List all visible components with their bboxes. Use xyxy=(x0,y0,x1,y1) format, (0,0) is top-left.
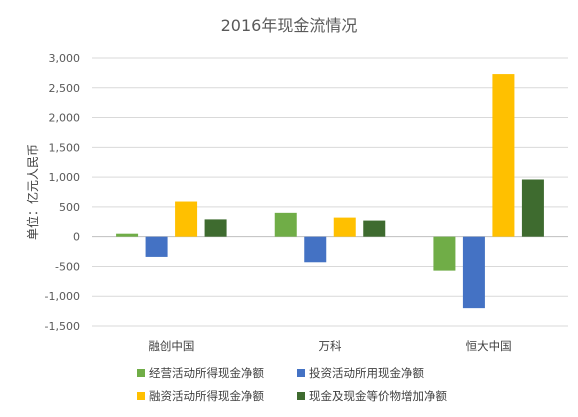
bar xyxy=(492,74,515,237)
y-tick-label: 2,500 xyxy=(49,82,81,95)
y-tick-label: -1,000 xyxy=(45,290,80,303)
gridlines xyxy=(92,57,568,327)
bar xyxy=(433,236,456,271)
legend-swatch xyxy=(297,392,305,400)
bar xyxy=(274,212,297,237)
y-tick-label: 3,000 xyxy=(49,52,81,65)
bar xyxy=(304,236,327,263)
legend-swatch xyxy=(137,369,145,377)
legend-swatch xyxy=(137,392,145,400)
x-category-label: 恒大中国 xyxy=(466,339,512,353)
bar xyxy=(145,236,168,257)
y-tick-label: 1,000 xyxy=(49,171,81,184)
x-axis-categories: 融创中国 万科 恒大中国 xyxy=(148,339,511,353)
y-tick-label: 500 xyxy=(59,201,80,214)
x-category-label: 万科 xyxy=(319,339,342,353)
bar xyxy=(363,220,386,237)
legend-label: 融资活动所得现金净额 xyxy=(149,389,264,403)
legend-label: 现金及现金等价物增加净额 xyxy=(309,389,447,403)
bar xyxy=(175,201,198,237)
legend-swatch xyxy=(297,369,305,377)
y-tick-label: 0 xyxy=(73,231,80,244)
bar xyxy=(462,236,485,309)
legend-label: 经营活动所得现金净额 xyxy=(149,366,264,380)
y-tick-label: 2,000 xyxy=(49,112,81,125)
x-category-label: 融创中国 xyxy=(148,339,194,353)
y-axis-label: 单位：亿元人民币 xyxy=(25,144,40,240)
chart-title: 2016年现金流情况 xyxy=(221,16,358,35)
legend-label: 投资活动所用现金净额 xyxy=(309,366,424,380)
y-tick-label: -500 xyxy=(55,260,80,273)
y-tick-label: 1,500 xyxy=(49,141,81,154)
bar xyxy=(204,219,227,237)
bar xyxy=(333,217,356,237)
bar xyxy=(521,179,544,237)
bar xyxy=(116,233,139,237)
y-axis-ticks: 3,000 2,500 2,000 1,500 1,000 500 0 -500 -1,000 -… xyxy=(45,52,80,333)
y-tick-label: -1,500 xyxy=(45,320,80,333)
bar-series xyxy=(116,74,544,309)
